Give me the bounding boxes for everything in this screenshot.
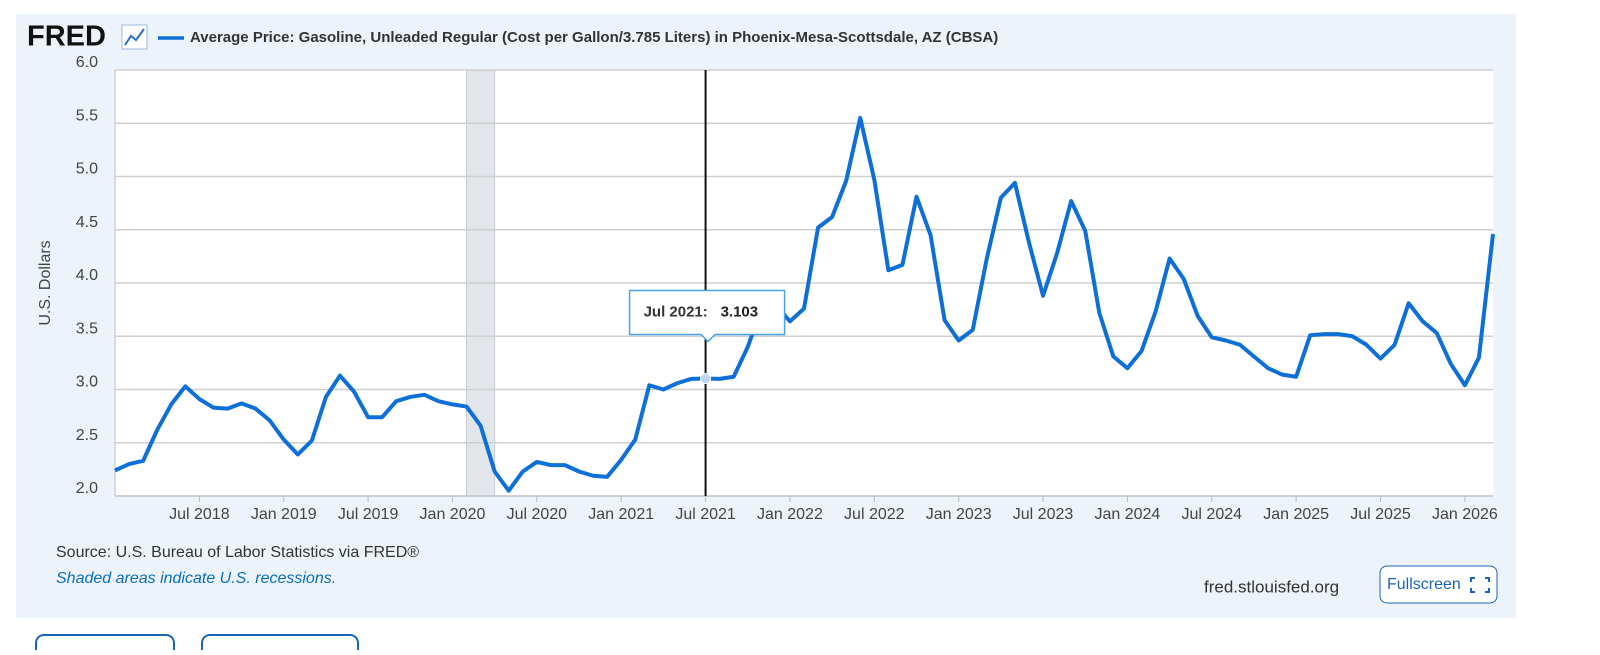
y-tick-label: 3.5 xyxy=(76,320,98,337)
x-tick-label: Jan 2021 xyxy=(588,506,654,523)
x-tick-label: Jul 2021 xyxy=(675,506,736,523)
x-tick-label: Jan 2025 xyxy=(1263,506,1329,523)
y-tick-label: 5.5 xyxy=(76,107,98,124)
bottom-button[interactable] xyxy=(35,634,175,655)
fullscreen-label[interactable]: Fullscreen xyxy=(1387,576,1461,593)
logo: FRED xyxy=(27,21,106,53)
x-tick-label: Jan 2022 xyxy=(757,506,823,523)
x-tick-label: Jul 2020 xyxy=(507,506,568,523)
x-tick-label: Jul 2018 xyxy=(169,506,230,523)
x-tick-label: Jan 2026 xyxy=(1432,506,1498,523)
legend-label: Average Price: Gasoline, Unleaded Regula… xyxy=(190,29,998,46)
hover-marker xyxy=(700,373,712,385)
x-tick-label: Jul 2024 xyxy=(1182,506,1243,523)
x-tick-label: Jan 2024 xyxy=(1094,506,1160,523)
source: Source: U.S. Bureau of Labor Statistics … xyxy=(56,544,419,561)
tooltip-date: Jul 2021: xyxy=(644,303,708,320)
y-axis-label: U.S. Dollars xyxy=(37,240,54,325)
bottom-button[interactable] xyxy=(201,634,359,655)
y-tick-label: 4.5 xyxy=(76,214,98,231)
x-tick-label: Jul 2025 xyxy=(1350,506,1411,523)
y-tick-label: 2.5 xyxy=(76,427,98,444)
y-tick-label: 6.0 xyxy=(76,54,98,71)
x-tick-label: Jul 2019 xyxy=(338,506,399,523)
x-tick-label: Jan 2023 xyxy=(926,506,992,523)
tooltip-value: 3.103 xyxy=(721,303,759,320)
note: Shaded areas indicate U.S. recessions. xyxy=(56,570,336,587)
series-line xyxy=(114,115,1495,493)
site: fred.stlouisfed.org xyxy=(1204,577,1339,596)
x-tick-label: Jan 2020 xyxy=(420,506,486,523)
x-tick-label: Jan 2019 xyxy=(251,506,317,523)
x-tick-label: Jul 2023 xyxy=(1013,506,1074,523)
tooltip-box xyxy=(628,289,786,343)
y-tick-label: 5.0 xyxy=(76,161,98,178)
fullscreen-icon xyxy=(1470,577,1490,593)
y-tick-label: 2.0 xyxy=(76,480,98,497)
x-tick-label: Jul 2022 xyxy=(844,506,905,523)
y-tick-label: 4.0 xyxy=(76,267,98,284)
y-tick-label: 3.0 xyxy=(76,374,98,391)
plot xyxy=(114,69,1495,502)
chart-icon xyxy=(121,24,148,50)
fullscreen-button[interactable] xyxy=(1379,565,1498,604)
